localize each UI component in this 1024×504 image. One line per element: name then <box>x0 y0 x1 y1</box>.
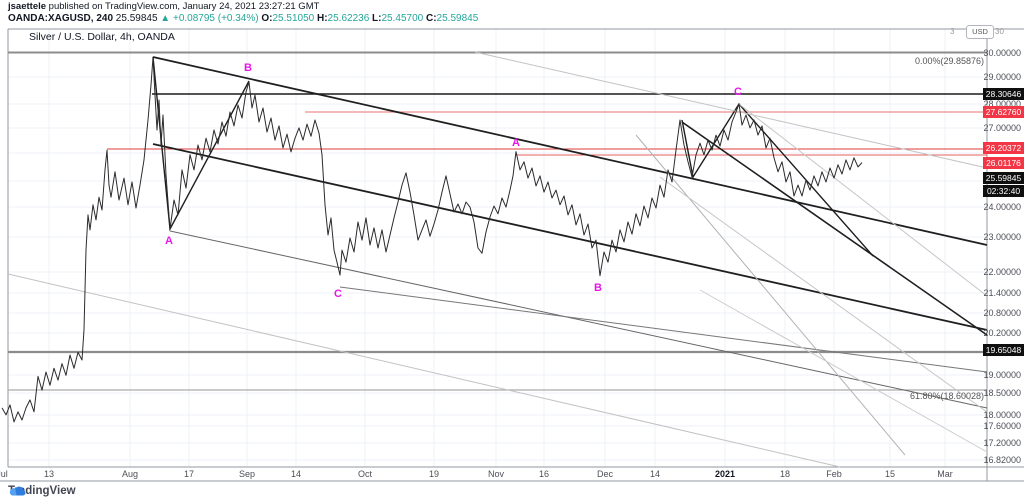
currency-unit-button[interactable]: USD <box>966 25 994 39</box>
text-part: 25.45700 <box>381 13 424 24</box>
wave-label: C <box>734 86 742 98</box>
wave-label: C <box>334 288 342 300</box>
text-part: jsaettele <box>8 1 47 12</box>
text-part: 25.59845 <box>113 13 161 24</box>
channel-lower-trendline[interactable] <box>152 143 988 331</box>
y-tick: 17.60000 <box>983 421 1021 431</box>
gray-parallel-from-c[interactable] <box>738 103 988 297</box>
level-badge-19-65048: 19.65048 <box>983 344 1024 356</box>
time-axis[interactable] <box>0 467 987 481</box>
minor-channel-line[interactable] <box>339 286 988 373</box>
text-part: ▲ +0.08795 (+0.34%) <box>160 13 259 24</box>
y-tick: 28.00000 <box>983 99 1021 109</box>
x-tick: 19 <box>429 469 439 479</box>
gray-parallel-upper[interactable] <box>474 51 988 169</box>
fib-label: 0.00%(29.85876) <box>915 56 984 66</box>
gray-long-left[interactable] <box>7 273 841 468</box>
level-badge-26-20372: 26.20372 <box>983 142 1024 154</box>
text-part: C: <box>423 13 437 24</box>
text-part: 25.51050 <box>272 13 315 24</box>
channel-upper-trendline[interactable] <box>152 56 988 246</box>
x-tick: 18 <box>780 469 790 479</box>
wave-label: B <box>594 282 602 294</box>
y-tick: 27.00000 <box>983 123 1021 133</box>
steep-trendline[interactable] <box>681 121 988 336</box>
x-tick: Mar <box>937 469 953 479</box>
x-tick: Dec <box>597 469 614 479</box>
y-tick: 18.00000 <box>983 410 1021 420</box>
text-part: L: <box>369 13 382 24</box>
price-series <box>1 56 863 423</box>
publish-info: jsaettele published on TradingView.com, … <box>8 1 319 12</box>
level-badge-28-30646: 28.30646 <box>983 88 1024 100</box>
x-tick: Oct <box>358 469 373 479</box>
text-part: published on TradingView.com, January 24… <box>46 1 320 12</box>
pane-title: Silver / U.S. Dollar, 4h, OANDA <box>29 31 175 43</box>
x-tick: 14 <box>650 469 660 479</box>
x-tick: Feb <box>826 469 842 479</box>
text-part: 25.59845 <box>436 13 479 24</box>
y-tick: 30.00000 <box>983 48 1021 58</box>
y-tick: 18.50000 <box>983 388 1021 398</box>
tradingview-logo[interactable]: TradingView <box>8 485 76 497</box>
cloud-icon <box>9 486 26 496</box>
y-tick: 23.00000 <box>983 232 1021 242</box>
last-price-badge: 25.59845 <box>983 172 1024 184</box>
y-tick: 20.20000 <box>983 328 1021 338</box>
text-part: 25.62236 <box>327 13 370 24</box>
level-badge-27-62760: 27.62760 <box>983 106 1024 118</box>
trendline-from-a[interactable] <box>169 230 988 409</box>
gray-steep-1[interactable] <box>635 134 906 456</box>
y-tick: 24.00000 <box>983 202 1021 212</box>
gray-steep-2[interactable] <box>659 176 988 413</box>
y-tick: 21.40000 <box>983 288 1021 298</box>
x-tick: 14 <box>291 469 301 479</box>
x-tick: 16 <box>539 469 549 479</box>
level-badge-26-01176: 26.01176 <box>983 157 1024 169</box>
axis-fragment: 3 <box>950 27 955 36</box>
x-tick: 13 <box>44 469 54 479</box>
x-tick: Jul <box>0 469 8 479</box>
y-tick: 22.00000 <box>983 267 1021 277</box>
bar-countdown-badge: 02:32:40 <box>983 185 1024 197</box>
quote-bar: OANDA:XAGUSD, 240 25.59845 ▲ +0.08795 (+… <box>8 13 478 24</box>
text-part: O: <box>258 13 273 24</box>
text-part: OANDA:XAGUSD, 240 <box>8 13 114 24</box>
wave-label: B <box>244 62 252 74</box>
wave-label: A <box>165 235 173 247</box>
wave-label: A <box>512 137 520 149</box>
x-tick: 2021 <box>715 469 735 479</box>
wave-zigzag-right[interactable] <box>681 102 874 257</box>
text-part: H: <box>314 13 328 24</box>
axis-fragment: 30 <box>995 27 1004 36</box>
y-tick: 20.80000 <box>983 308 1021 318</box>
x-tick: Nov <box>488 469 505 479</box>
x-tick: Sep <box>239 469 255 479</box>
gray-light-lower[interactable] <box>699 289 988 453</box>
y-tick: 19.00000 <box>983 370 1021 380</box>
y-tick: 16.82000 <box>983 455 1021 465</box>
x-tick: Aug <box>122 469 138 479</box>
fib-label: 61.80%(18.60028) <box>910 391 984 401</box>
x-tick: 17 <box>184 469 194 479</box>
x-tick: 15 <box>885 469 895 479</box>
wave-zigzag-left[interactable] <box>152 56 250 232</box>
y-tick: 17.20000 <box>983 438 1021 448</box>
y-tick: 29.00000 <box>983 72 1021 82</box>
